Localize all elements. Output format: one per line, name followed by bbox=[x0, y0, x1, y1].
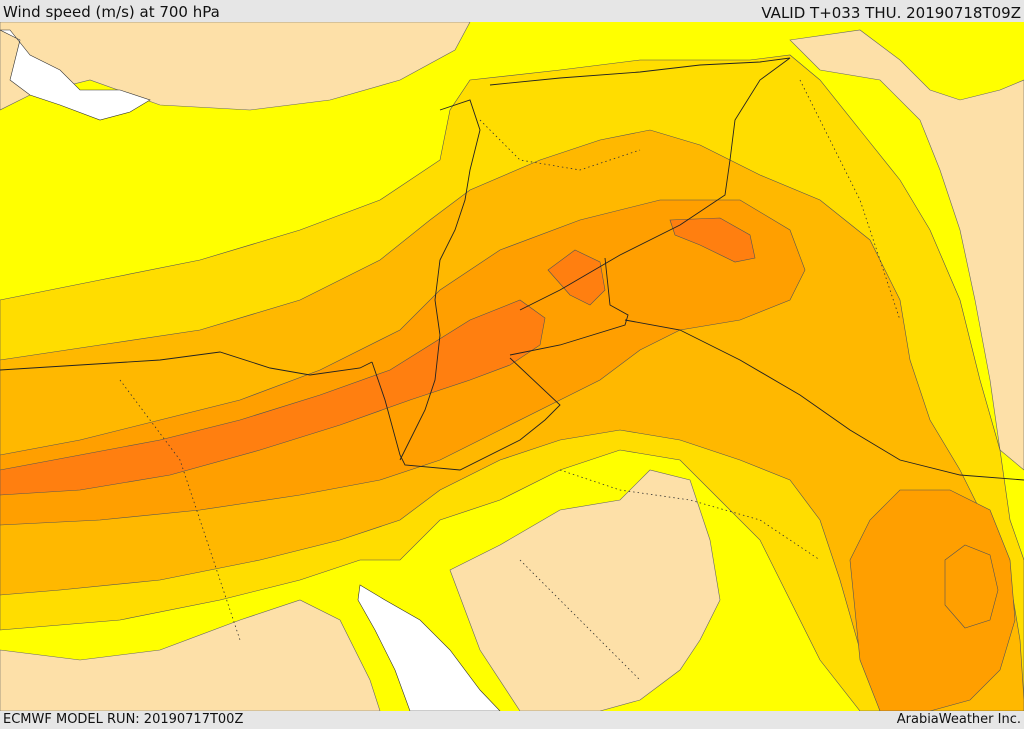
model-run: ECMWF MODEL RUN: 20190717T00Z bbox=[3, 712, 244, 727]
wind-core-strongest-southeast bbox=[944, 544, 999, 629]
wind-core-strongest-east bbox=[669, 217, 756, 263]
low-wind-area-arabia bbox=[449, 469, 721, 711]
map-canvas bbox=[0, 22, 1024, 711]
country-border-jordan-saudi bbox=[509, 257, 629, 356]
wind-core-strongest bbox=[0, 299, 546, 496]
country-border-iraq-saudi bbox=[624, 319, 1024, 481]
coastline-levant bbox=[434, 99, 481, 336]
footer-bar: ECMWF MODEL RUN: 20190717T00Z ArabiaWeat… bbox=[0, 711, 1024, 729]
map-title: Wind speed (m/s) at 700 hPa bbox=[3, 3, 220, 21]
country-border-syria-iraq bbox=[489, 57, 791, 311]
provider-name: ArabiaWeather Inc. bbox=[896, 712, 1021, 727]
valid-time: VALID T+033 THU. 20190718T09Z bbox=[761, 4, 1021, 22]
borders-layer bbox=[0, 57, 1024, 481]
country-border-egypt bbox=[371, 357, 561, 471]
coastline-north-africa bbox=[0, 351, 373, 376]
wind-core-strongest-jordan bbox=[547, 249, 606, 306]
header-bar: Wind speed (m/s) at 700 hPa VALID T+033 … bbox=[0, 0, 1024, 22]
aegean-sea-area bbox=[0, 29, 151, 121]
red-sea-area bbox=[357, 584, 501, 711]
country-border-israel bbox=[399, 334, 441, 461]
low-wind-area-egypt bbox=[0, 599, 381, 711]
wind-speed-map bbox=[0, 22, 1024, 711]
low-wind-area-north bbox=[0, 22, 471, 111]
wind-band-stronger-southeast bbox=[849, 489, 1016, 711]
internal-boundaries-layer bbox=[119, 79, 901, 681]
